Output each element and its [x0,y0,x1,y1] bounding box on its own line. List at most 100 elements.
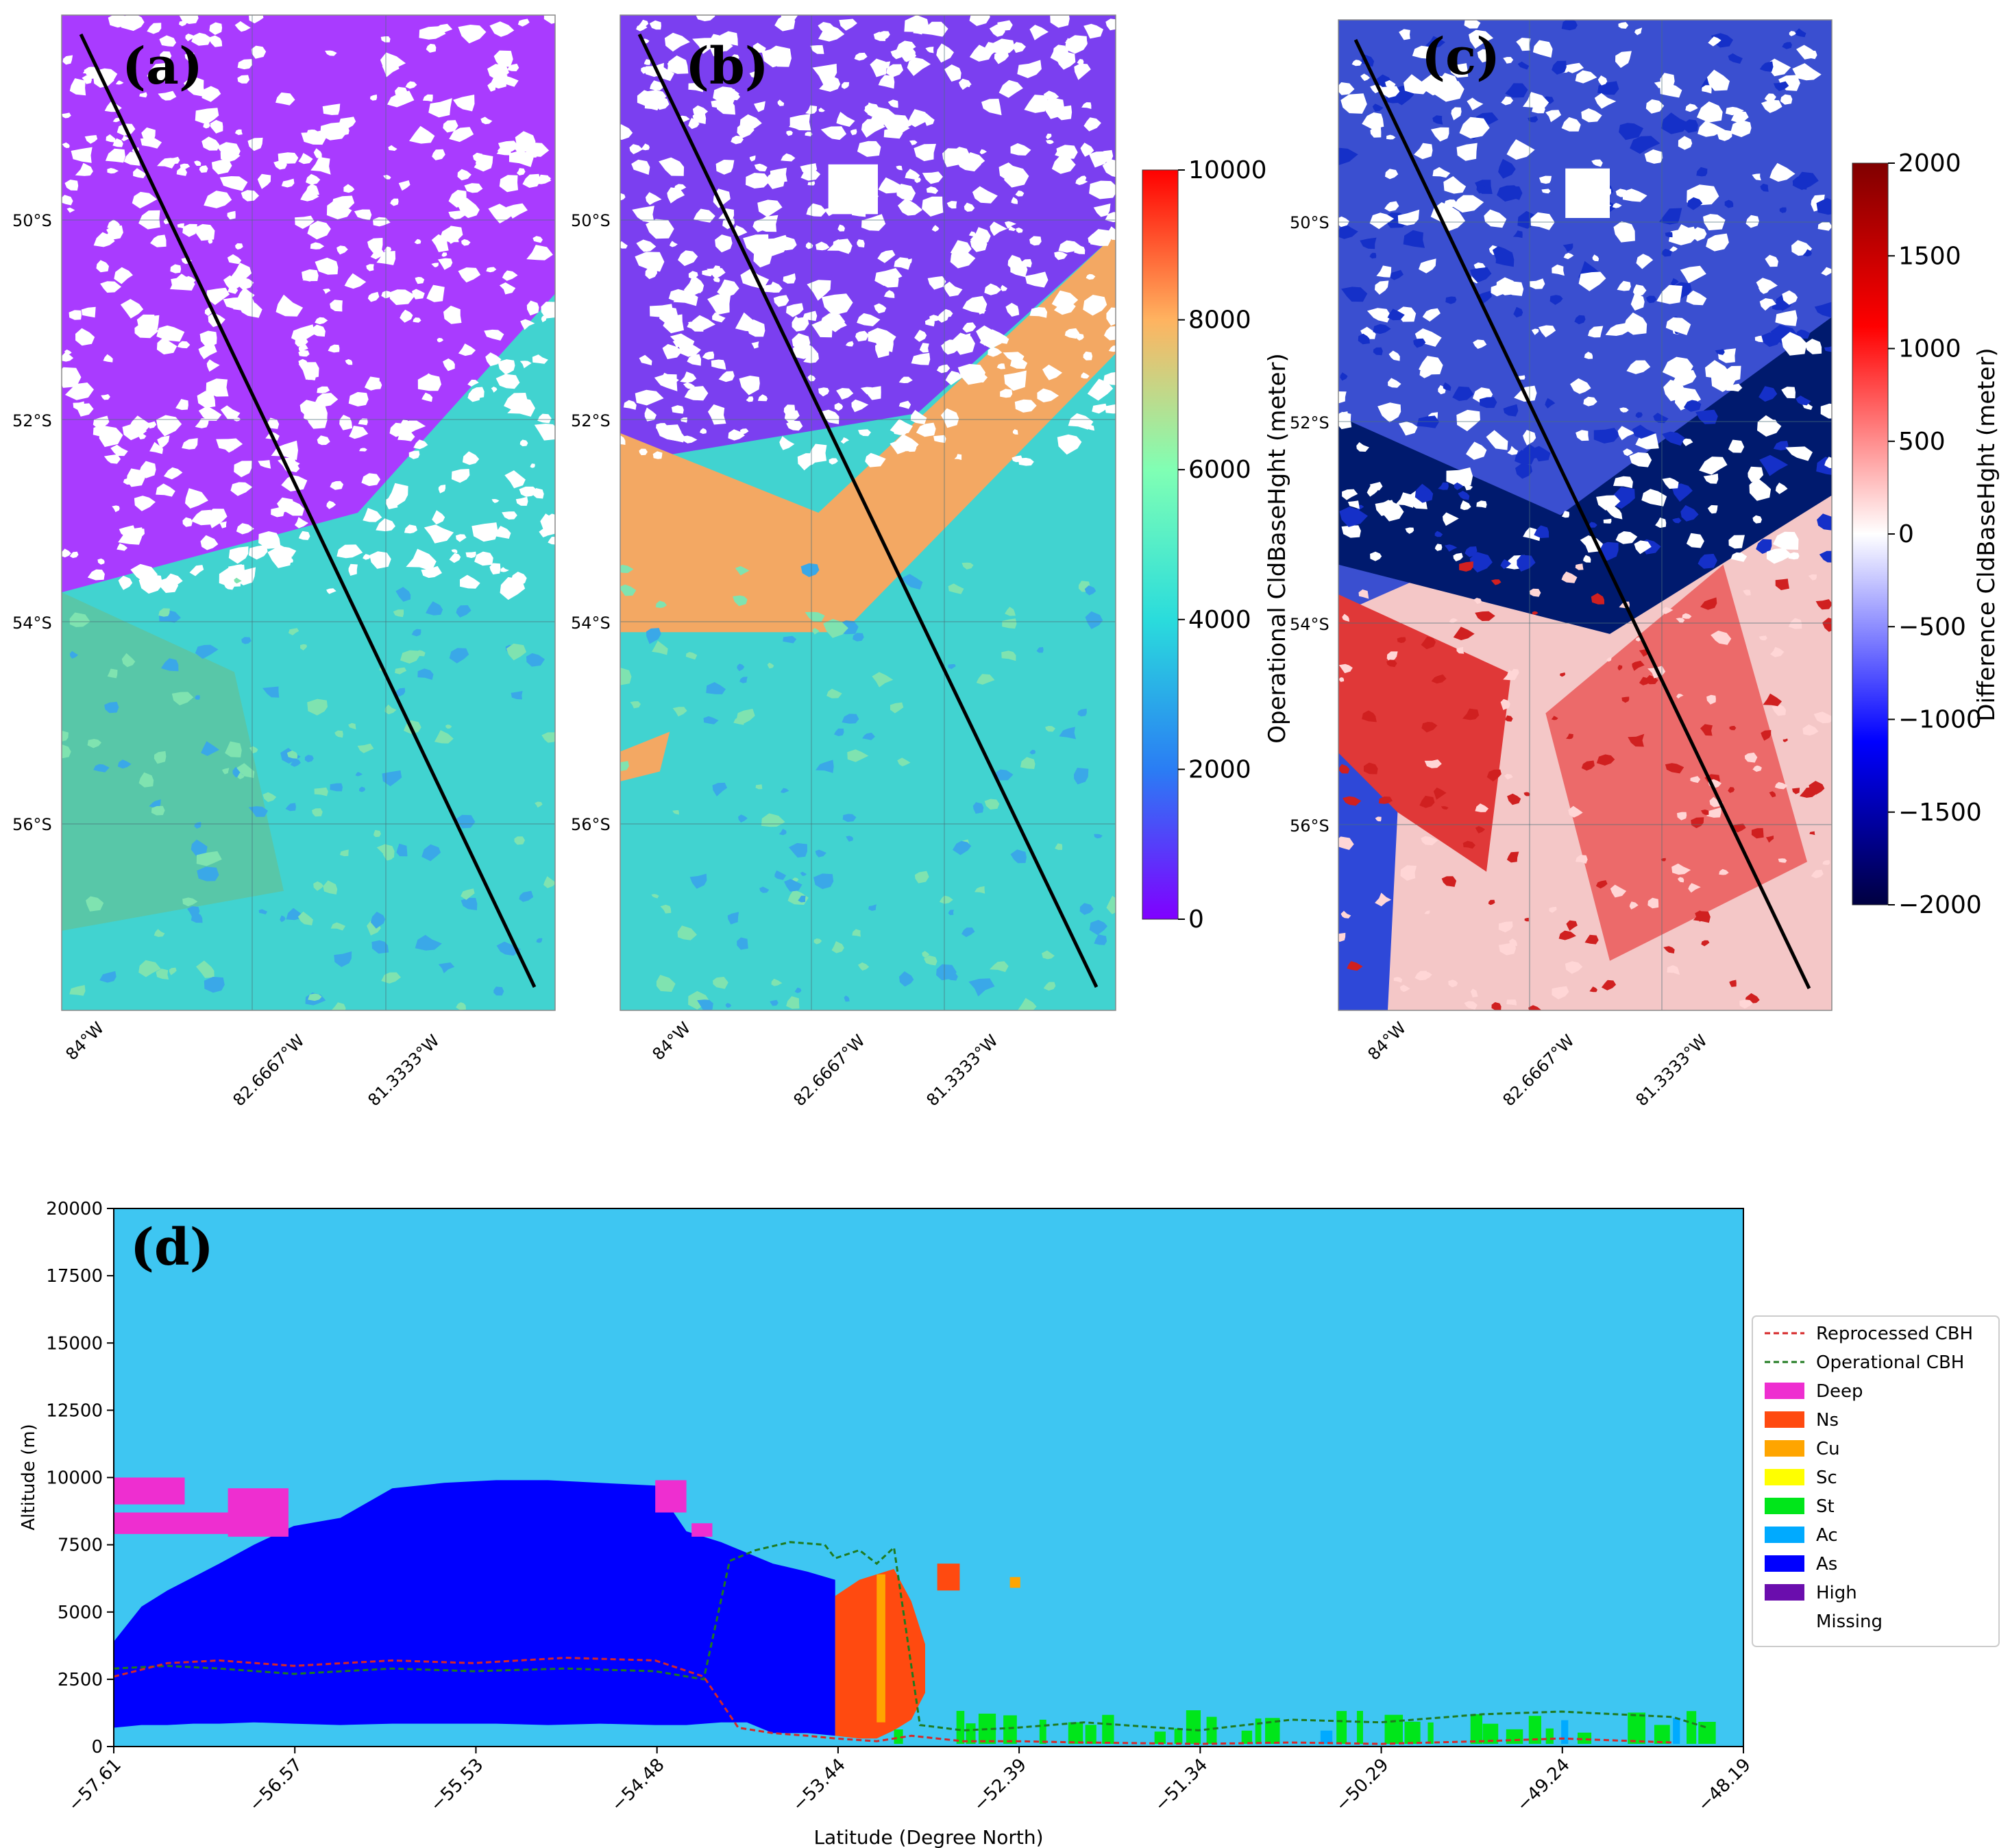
cloud-speckle [69,985,86,996]
cloud-gap [408,450,420,459]
x-tick-label: −56.57 [245,1755,306,1816]
cloud-gap [302,269,319,282]
st-cloud-chunk [1102,1714,1114,1744]
cloud-speckle [898,971,914,987]
cloud-gap [718,371,735,382]
cloud-gap [422,94,433,102]
cloud-gap [62,352,74,362]
cloud-gap [107,168,119,174]
cloud-gap [507,397,535,417]
cloud-gap [115,80,124,85]
cloud-gap [712,265,721,273]
x-tick-label: −54.48 [607,1755,668,1816]
cloud-gap [688,82,703,93]
cloud-gap [112,117,121,123]
cloud-gap [1501,96,1514,106]
cloud-gap [1469,552,1493,573]
colorbar-tick-label: 10000 [1188,156,1267,184]
cloud-speckle [842,814,857,823]
cloud-gap [905,169,920,180]
cloud-gap [367,238,383,253]
cloud-gap [964,202,975,212]
cloud-gap [437,337,444,343]
legend-entry-label: Cu [1816,1439,1840,1459]
cloud-gap [953,147,970,162]
cloud-gap [474,551,493,566]
cloud-gap [1068,413,1094,430]
cloud-speckle [1001,651,1016,661]
cloud-gap [1630,136,1660,154]
cloud-gap [1532,105,1545,114]
cloud-gap [323,289,331,294]
cloud-gap [1618,22,1629,29]
cloud-gap [1660,73,1675,88]
cloud-speckle [771,978,783,986]
colorbar-tick-label: 2000 [1898,149,1961,178]
diff-speckle [1606,657,1612,662]
reprocessed-cbh-line [114,1656,1673,1745]
cloud-gap [1438,482,1449,490]
cloud-speckle [733,595,748,607]
deep-cloud-patch [655,1480,687,1513]
cloud-gap [984,42,996,58]
st-cloud-chunk [1085,1725,1096,1744]
cloud-gap [1388,350,1400,361]
cloud-speckle [535,801,543,808]
cloud-speckle [117,759,132,769]
cloud-gap [406,548,437,572]
cloud-gap [87,569,105,581]
diff-speckle [1743,589,1751,596]
map-c-frame [1338,19,1833,1011]
y-tick-label: 17500 [46,1266,103,1287]
diff-speckle [1506,851,1519,863]
cloud-gap [358,418,368,426]
cloud-gap [220,405,241,420]
cloud-gap [424,524,454,544]
cloud-gap [499,175,518,193]
cloud-gap [783,273,796,284]
map-a-frame [61,14,556,1011]
cloud-gap [1347,500,1360,509]
diff-speckle [1421,636,1436,650]
cloud-gap [988,347,1003,357]
cloud-gap [699,428,707,434]
diff-speckle [1528,1005,1541,1010]
cloud-gap [1759,61,1774,72]
cloud-gap [1387,308,1405,321]
cloud-gap [1687,197,1703,210]
cloud-gap [1397,209,1420,226]
cloud-gap [969,15,990,26]
cloud-gap [656,423,668,431]
cloud-gap [453,95,475,112]
deep-cloud-patch [228,1488,289,1537]
cloud-gap [1623,312,1647,335]
cloud-gap [315,257,339,275]
cloud-gap [195,418,210,428]
diff-speckle [1706,807,1721,818]
cloud-speckle [800,563,820,577]
cloud-gap [941,341,960,355]
diff-speckle [1774,781,1788,790]
diff-speckle [1339,677,1345,682]
cloud-gap [1057,434,1082,455]
cloud-gap [325,50,337,56]
cloud-gap [182,223,197,237]
cloud-gap [1804,339,1822,354]
cloud-gap [1083,351,1093,361]
cloud-speckle [107,668,118,679]
colorbar-difference-gradient [1852,162,1889,905]
cloud-speckle [853,633,864,642]
cloud-speckle [395,587,411,602]
cloud-gap [1781,332,1807,356]
cloud-speckle [656,975,676,992]
cloud-gap [1445,296,1457,304]
cloud-gap [898,376,913,383]
cloud-speckle [334,730,343,738]
cloud-gap [344,273,367,289]
cloud-gap [208,239,213,244]
cloud-speckle [697,999,713,1010]
cloud-gap [241,190,260,202]
cloud-gap [206,378,229,397]
cloud-gap [180,163,191,170]
cloud-speckle [541,732,555,743]
